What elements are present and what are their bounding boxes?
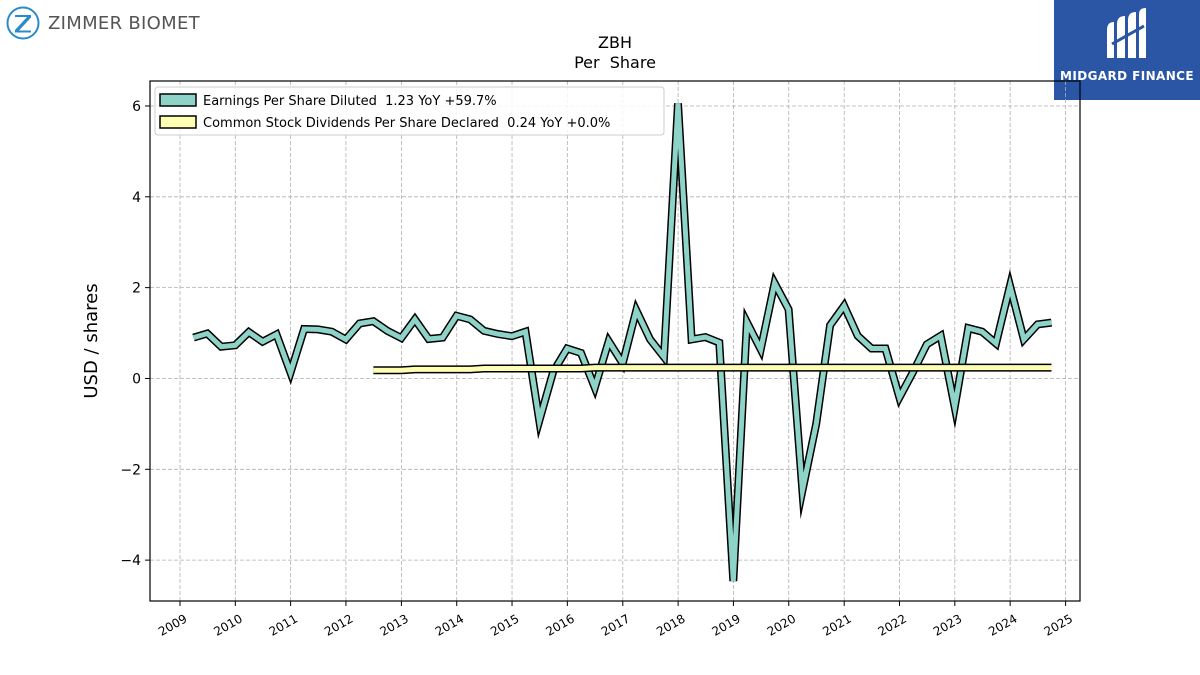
x-axis: 2009 2010 2011 2012 2013 2014 2015 2016 2017 2018… xyxy=(156,601,1075,639)
watermark-logo: MIDGARD FINANCE xyxy=(1054,0,1200,100)
y-tick-label: 4 xyxy=(132,190,141,206)
x-tick-label: 2016 xyxy=(543,611,576,638)
x-tick-label: 2017 xyxy=(599,611,632,638)
series-line-dividends xyxy=(373,365,1052,373)
x-tick-label: 2024 xyxy=(986,611,1019,638)
x-tick-label: 2010 xyxy=(211,611,244,638)
y-axis: −4 −2 0 2 4 6 xyxy=(120,99,150,569)
y-tick-label: 6 xyxy=(132,99,141,115)
x-tick-label: 2020 xyxy=(765,611,798,638)
legend-swatch-dividends xyxy=(159,115,197,129)
x-tick-label: 2022 xyxy=(876,611,909,638)
legend-box xyxy=(154,86,665,136)
y-tick-label: −2 xyxy=(120,462,141,478)
x-tick-label: 2018 xyxy=(654,611,687,638)
plot-frame xyxy=(149,80,1081,602)
x-tick-label: 2011 xyxy=(267,611,300,638)
legend-label-eps: Earnings Per Share Diluted 1.23 YoY +59.… xyxy=(203,94,497,109)
x-tick-label: 2013 xyxy=(377,611,410,638)
chart-title: ZBH xyxy=(598,33,632,52)
x-tick-label: 2015 xyxy=(488,611,521,638)
grid-lines xyxy=(150,81,1080,601)
x-tick-label: 2025 xyxy=(1042,611,1075,638)
x-tick-label: 2014 xyxy=(433,611,466,638)
series-line-eps xyxy=(192,103,1052,582)
x-tick-label: 2012 xyxy=(322,611,355,638)
y-tick-label: −4 xyxy=(120,553,141,569)
watermark-brand-name: MIDGARD FINANCE xyxy=(1060,69,1194,83)
y-tick-label: 0 xyxy=(132,371,141,387)
x-tick-label: 2021 xyxy=(820,611,853,638)
y-tick-label: 2 xyxy=(132,281,141,297)
x-tick-label: 2023 xyxy=(931,611,964,638)
legend: Earnings Per Share Diluted 1.23 YoY +59.… xyxy=(154,86,665,136)
company-name: ZIMMER BIOMET xyxy=(48,13,200,34)
y-axis-label: USD / shares xyxy=(81,283,102,398)
legend-swatch-eps xyxy=(159,93,197,107)
x-tick-label: 2019 xyxy=(709,611,742,638)
chart-subtitle: Per Share xyxy=(574,53,656,72)
company-logo: ZIMMER BIOMET xyxy=(4,4,264,40)
midgard-m-icon xyxy=(1107,8,1146,58)
x-tick-label: 2009 xyxy=(156,611,189,638)
zimmer-biomet-z-icon xyxy=(6,6,40,40)
legend-label-dividends: Common Stock Dividends Per Share Declare… xyxy=(203,116,610,131)
series-layer xyxy=(192,103,1053,582)
